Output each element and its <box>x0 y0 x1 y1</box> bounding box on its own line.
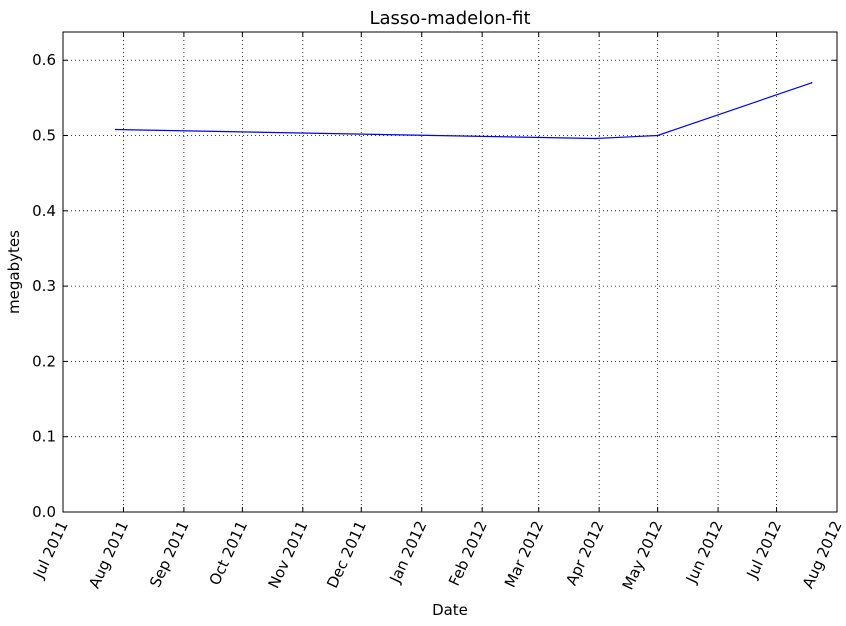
x-tick-label: Aug 2011 <box>85 518 132 591</box>
x-tick-label: Jul 2012 <box>743 518 786 582</box>
x-tick-label: Dec 2011 <box>323 518 370 591</box>
y-tick-label: 0.1 <box>32 428 56 446</box>
y-tick-label: 0.0 <box>32 503 56 521</box>
data-point <box>810 82 813 84</box>
y-tick-label: 0.5 <box>32 127 56 145</box>
y-tick-label: 0.2 <box>32 352 56 370</box>
x-tick-label: Apr 2012 <box>562 518 607 588</box>
data-point <box>656 134 659 137</box>
y-tick-label: 0.3 <box>32 277 56 295</box>
plot-frame <box>62 31 838 513</box>
x-tick-label: Feb 2012 <box>445 518 491 589</box>
x-tick-label: Jun 2012 <box>682 518 727 587</box>
x-tick-label: Jul 2011 <box>29 518 72 582</box>
x-tick-label: Mar 2012 <box>501 518 547 590</box>
y-tick-label: 0.4 <box>32 202 56 220</box>
chart-title: Lasso-madelon-fit <box>369 8 530 29</box>
x-tick-label: Nov 2011 <box>265 518 312 591</box>
y-tick-label: 0.6 <box>32 51 56 69</box>
x-tick-label: Aug 2012 <box>799 518 846 591</box>
x-axis-label: Date <box>432 601 468 619</box>
ticks <box>62 32 838 513</box>
y-tick-labels: 0.0 0.1 0.2 0.3 0.4 0.5 0.6 <box>32 51 56 521</box>
series-layer <box>114 82 813 140</box>
x-tick-label: May 2012 <box>619 518 667 593</box>
x-tick-labels: Jul 2011 Aug 2011 Sep 2011 Oct 2011 Nov 2011… <box>29 518 846 593</box>
x-tick-label: Oct 2011 <box>206 518 251 588</box>
x-tick-label: Jan 2012 <box>386 518 431 586</box>
grid <box>62 32 838 513</box>
data-point <box>594 137 597 140</box>
x-tick-label: Sep 2011 <box>146 518 192 590</box>
series-line <box>115 82 812 140</box>
data-point <box>114 128 117 131</box>
y-axis-label: megabytes <box>5 230 23 314</box>
